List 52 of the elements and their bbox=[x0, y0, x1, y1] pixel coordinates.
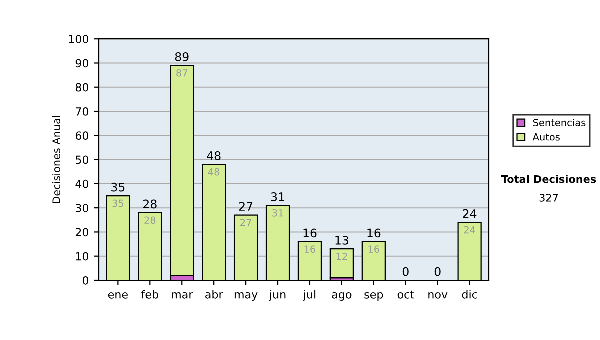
data-label: 31 bbox=[272, 209, 284, 217]
y-tick-label: 30 bbox=[76, 204, 89, 212]
bar bbox=[170, 65, 194, 276]
x-tick-label: dic bbox=[462, 290, 478, 299]
x-tick-label: may bbox=[234, 292, 258, 301]
total-label: 89 bbox=[175, 52, 189, 62]
y-tick-label: 70 bbox=[76, 107, 89, 116]
y-tick-label: 20 bbox=[76, 228, 89, 237]
x-tick-label: jul bbox=[303, 290, 316, 301]
x-tick-label: ago bbox=[332, 292, 352, 301]
bar bbox=[330, 248, 354, 279]
legend-label: Autos bbox=[532, 134, 560, 141]
data-label: 28 bbox=[144, 216, 156, 224]
y-tick-label: 50 bbox=[76, 156, 89, 164]
y-tick-label: 60 bbox=[76, 132, 89, 140]
y-tick-label: 100 bbox=[69, 35, 89, 44]
data-label: 24 bbox=[464, 226, 476, 234]
data-label: 27 bbox=[240, 219, 252, 226]
total-label: 31 bbox=[271, 192, 284, 202]
total-label: 24 bbox=[463, 209, 477, 218]
x-tick-label: mar bbox=[172, 292, 194, 299]
data-label: 48 bbox=[208, 168, 220, 176]
data-label: 12 bbox=[336, 252, 348, 260]
x-tick-label: nov bbox=[428, 292, 448, 299]
x-tick-label: abr bbox=[206, 290, 224, 299]
y-tick-label: 0 bbox=[82, 276, 89, 285]
total-label: 13 bbox=[336, 236, 349, 245]
total-label: 16 bbox=[368, 228, 381, 238]
data-label: 87 bbox=[176, 69, 188, 77]
x-tick-label: sep bbox=[364, 292, 384, 301]
total-label: 27 bbox=[239, 202, 253, 211]
y-tick-label: 40 bbox=[76, 180, 89, 188]
total-label: 48 bbox=[207, 151, 221, 160]
text: 327 bbox=[540, 194, 558, 202]
y-tick-label: 80 bbox=[76, 83, 89, 92]
total-label: 28 bbox=[144, 200, 157, 209]
x-tick-label: feb bbox=[142, 290, 158, 299]
total-label: 0 bbox=[402, 267, 409, 276]
data-label: 35 bbox=[112, 200, 124, 208]
data-label: 16 bbox=[304, 246, 316, 254]
y-tick-label: 10 bbox=[76, 252, 89, 261]
y-axis-title: Decisiones Anual bbox=[52, 116, 60, 204]
total-label: 0 bbox=[434, 267, 441, 276]
legend-label: Sentencias bbox=[533, 118, 586, 127]
x-tick-label: ene bbox=[108, 292, 128, 299]
x-tick-label: oct bbox=[398, 290, 414, 299]
total-label: 16 bbox=[304, 228, 317, 238]
total-label: 35 bbox=[112, 182, 125, 192]
data-label: 16 bbox=[368, 246, 380, 254]
x-tick-label: jun bbox=[269, 290, 286, 301]
text: Total Decisiones bbox=[501, 175, 596, 184]
y-tick-label: 90 bbox=[76, 59, 89, 68]
